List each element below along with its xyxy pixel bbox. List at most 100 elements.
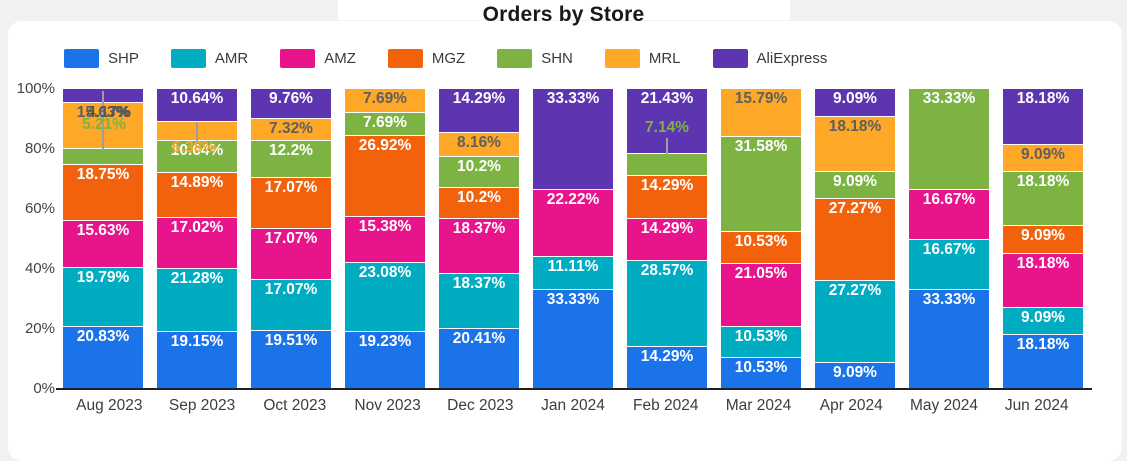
x-axis-label: Apr 2024	[819, 397, 883, 414]
bar-segment-shp[interactable]: 33.33%	[909, 288, 989, 389]
bar-segment-amr[interactable]: 9.09%	[1003, 307, 1083, 335]
plot-area: 15.63% 18.75% 15.63% 19.79% 20.83% 4.17% 5.21%…	[63, 89, 1083, 389]
chart-title: Orders by Store	[482, 3, 645, 26]
legend-label: AMZ	[324, 50, 356, 67]
segment-label: 9.09%	[833, 90, 877, 107]
bar-segment-amr[interactable]: 23.08%	[345, 262, 425, 332]
bar-segment-mgz[interactable]: 26.92%	[345, 135, 425, 216]
bar-segment-amz[interactable]: 18.18%	[1003, 252, 1083, 308]
bar-segment-shp[interactable]: 20.83%	[63, 326, 143, 389]
bar-segment-mrl[interactable]: 18.18%	[815, 116, 895, 171]
bar-segment-mrl[interactable]: 15.79%	[721, 89, 801, 137]
segment-label: 14.89%	[170, 173, 224, 191]
bar-segment-amr[interactable]: 16.67%	[909, 238, 989, 289]
stacked-bar-mar-2024: 15.79% 31.58% 10.53% 21.05% 10.53% 10.53%	[721, 89, 801, 389]
legend-item-mgz[interactable]: MGZ	[387, 49, 465, 68]
segment-label: 15.63%	[76, 222, 130, 240]
bar-segment-aliexpress[interactable]: 14.29%	[439, 89, 519, 132]
bar-segment-amr[interactable]: 28.57%	[627, 260, 707, 347]
bar-segment-aliexpress[interactable]: 18.18%	[1003, 89, 1083, 144]
bar-segment-mrl[interactable]: 7.69%	[345, 89, 425, 113]
bar-segment-mgz[interactable]: 18.75%	[63, 164, 143, 221]
x-axis-label: May 2024	[909, 397, 979, 414]
bar-segment-shn[interactable]: 33.33%	[909, 89, 989, 189]
bar-segment-amz[interactable]: 16.67%	[909, 188, 989, 239]
bar-segment-amz[interactable]: 15.38%	[345, 215, 425, 262]
bar-segment-amr[interactable]: 11.11%	[533, 255, 613, 289]
bar-segment-amz[interactable]: 21.05%	[721, 262, 801, 326]
bar-segment-amr[interactable]: 19.79%	[63, 267, 143, 327]
bar-segment-amz[interactable]: 17.02%	[157, 216, 237, 268]
bar-segment-shp[interactable]: 18.18%	[1003, 334, 1083, 389]
bar-segment-shn[interactable]: 10.2%	[439, 156, 519, 187]
x-axis: Aug 2023 Sep 2023 Oct 2023 Nov 2023 Dec 2023…	[63, 397, 1083, 415]
bar-segment-shn[interactable]: 31.58%	[721, 136, 801, 232]
bar-segment-shp[interactable]: 33.33%	[533, 288, 613, 389]
legend-swatch-icon	[712, 49, 748, 68]
bar-segment-mgz[interactable]: 14.29%	[627, 174, 707, 218]
bar-segment-aliexpress[interactable]: 21.43%	[627, 89, 707, 154]
bar-segment-amr[interactable]: 18.37%	[439, 272, 519, 328]
bar-segment-mrl[interactable]: 9.09%	[1003, 143, 1083, 171]
bar-segment-shp[interactable]: 9.09%	[815, 361, 895, 389]
segment-label: 21.28%	[170, 269, 224, 287]
segment-label: 18.18%	[1016, 172, 1070, 190]
bar-segment-amz[interactable]: 14.29%	[627, 217, 707, 261]
bar-segment-aliexpress[interactable]: 9.09%	[815, 89, 895, 117]
legend-item-mrl[interactable]: MRL	[604, 49, 681, 68]
segment-label: 10.53%	[734, 327, 788, 345]
bar-segment-amr[interactable]: 17.07%	[251, 279, 331, 331]
bar-segment-mgz[interactable]: 10.53%	[721, 231, 801, 263]
bar-segment-shp[interactable]: 10.53%	[721, 357, 801, 389]
bar-segment-shp[interactable]: 19.51%	[251, 330, 331, 389]
legend-item-amr[interactable]: AMR	[170, 49, 248, 68]
bar-segment-shn[interactable]	[627, 153, 707, 175]
legend-item-shn[interactable]: SHN	[497, 49, 573, 68]
bar-segment-shn[interactable]: 10.64%	[157, 140, 237, 172]
segment-label: 18.18%	[1016, 90, 1070, 107]
bar-segment-aliexpress[interactable]: 9.76%	[251, 89, 331, 119]
bar-segment-shp[interactable]: 19.15%	[157, 331, 237, 389]
bar-segment-amz[interactable]: 22.22%	[533, 188, 613, 256]
segment-label: 9.09%	[1021, 309, 1065, 327]
bar-segment-aliexpress[interactable]: 10.64%	[157, 89, 237, 121]
segment-label: 33.33%	[922, 290, 976, 308]
bar-segment-aliexpress[interactable]: 33.33%	[533, 89, 613, 189]
bar-segment-amz[interactable]: 18.37%	[439, 217, 519, 273]
bar-segment-mgz[interactable]: 9.09%	[1003, 225, 1083, 253]
bar-segment-shp[interactable]: 19.23%	[345, 331, 425, 389]
bar-segment-shn[interactable]: 9.09%	[815, 170, 895, 199]
bar-segment-shn[interactable]: 18.18%	[1003, 170, 1083, 226]
segment-label: 19.15%	[170, 333, 224, 351]
bar-segment-amr[interactable]: 10.53%	[721, 325, 801, 358]
segment-label: 22.22%	[546, 190, 600, 208]
segment-label: 18.37%	[452, 274, 506, 292]
bar-segment-mgz[interactable]: 27.27%	[815, 198, 895, 280]
segment-label: 18.18%	[1016, 336, 1070, 354]
bar-segment-amr[interactable]: 21.28%	[157, 267, 237, 332]
legend-label: SHN	[541, 50, 573, 67]
segment-label: 9.09%	[1021, 145, 1065, 163]
segment-label: 8.16%	[457, 133, 501, 151]
bar-segment-amr[interactable]: 27.27%	[815, 279, 895, 362]
bar-segment-mrl[interactable]: 8.16%	[439, 131, 519, 157]
segment-label: 10.2%	[457, 188, 501, 206]
legend-item-shp[interactable]: SHP	[64, 49, 139, 68]
segment-label: 27.27%	[828, 281, 882, 299]
bar-segment-mgz[interactable]: 14.89%	[157, 171, 237, 217]
segment-label: 20.41%	[452, 329, 506, 347]
x-axis-label: Oct 2023	[263, 397, 327, 414]
legend-item-aliexpress[interactable]: AliExpress	[712, 49, 828, 68]
legend-label: AliExpress	[756, 50, 828, 67]
bar-segment-shp[interactable]: 14.29%	[627, 346, 707, 389]
bar-segment-shn[interactable]: 7.69%	[345, 112, 425, 136]
bar-segment-mgz[interactable]: 10.2%	[439, 186, 519, 218]
bar-segment-shp[interactable]: 20.41%	[439, 327, 519, 389]
legend-item-amz[interactable]: AMZ	[280, 49, 356, 68]
bar-segment-amz[interactable]: 17.07%	[251, 228, 331, 280]
bar-segment-shn[interactable]: 12.2%	[251, 140, 331, 177]
bar-segment-amz[interactable]: 15.63%	[63, 220, 143, 268]
bar-segment-mrl[interactable]: 7.32%	[251, 118, 331, 141]
bar-segment-mgz[interactable]: 17.07%	[251, 176, 331, 229]
x-axis-line	[56, 388, 1092, 390]
